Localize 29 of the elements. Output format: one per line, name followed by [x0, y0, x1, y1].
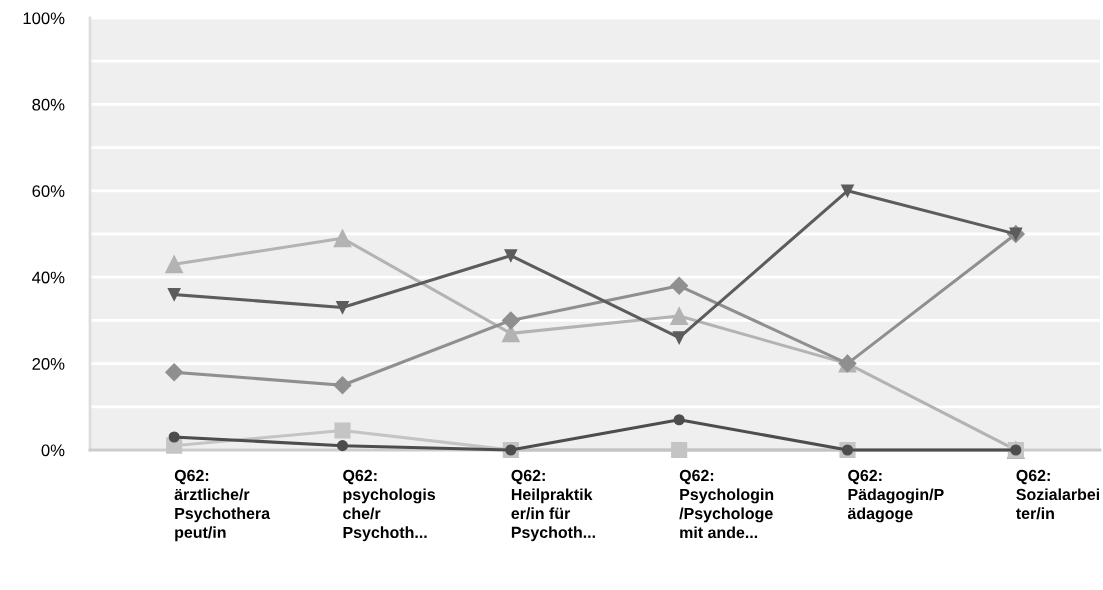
x-tick-label: Q62: Heilpraktik er/in für Psychoth... [511, 469, 595, 542]
y-tick-label: 20% [32, 358, 65, 370]
point [167, 288, 181, 301]
y-tick-label: 60% [32, 185, 65, 197]
point [841, 184, 854, 198]
point [333, 229, 352, 248]
y-tick-label: 40% [32, 271, 65, 284]
y-tick-label: 0% [41, 444, 65, 457]
point [333, 376, 352, 395]
point [672, 331, 686, 345]
point [168, 431, 180, 443]
y-tick-label: 100% [23, 12, 65, 25]
x-tick-label: Q62: Sozialarbei ter/in [1016, 469, 1100, 520]
point [165, 255, 184, 274]
point [670, 307, 689, 325]
x-tick-label: Q62: psychologis che/r Psychoth... [343, 469, 436, 542]
y-tick-label: 80% [32, 98, 65, 111]
point [501, 311, 520, 330]
point [504, 249, 518, 262]
point [336, 301, 349, 314]
point [336, 440, 349, 452]
point [165, 363, 184, 382]
x-tick-label: Q62: Pädagogin/P ädagoge [847, 469, 944, 523]
point [671, 441, 688, 459]
point [673, 414, 685, 426]
x-tick-label: Q62: Psychologin /Psychologe mit ande... [679, 469, 774, 539]
point [670, 276, 689, 295]
point [334, 422, 351, 439]
x-tick-label: Q62: ärztliche/r Psychothera peut/in [174, 469, 271, 542]
